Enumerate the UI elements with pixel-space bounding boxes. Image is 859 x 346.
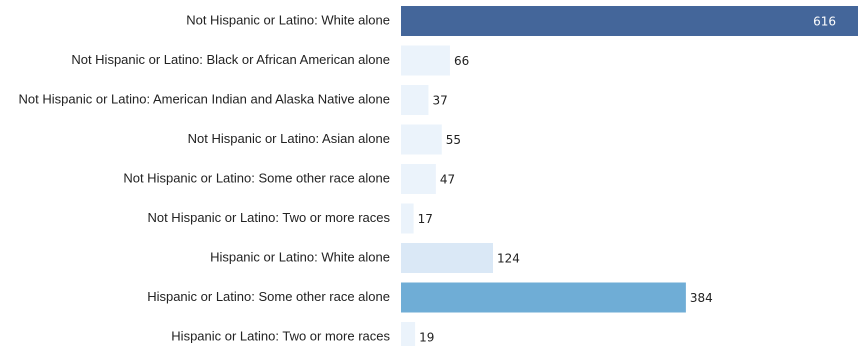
bar-row: Hispanic or Latino: White alone 124 [210,243,520,273]
category-label: Not Hispanic or Latino: White alone [186,12,390,27]
category-label: Not Hispanic or Latino: Two or more race… [147,210,390,225]
bar[interactable] [401,203,414,234]
bar[interactable] [401,85,429,115]
category-label: Hispanic or Latino: Two or more races [171,328,390,343]
value-label: 47 [440,173,455,187]
value-label: 55 [446,133,461,147]
value-label: 17 [418,212,433,226]
bar-row: Not Hispanic or Latino: White alone 616 [186,6,858,36]
bar-row: Not Hispanic or Latino: Two or more race… [147,203,433,234]
value-label: 124 [497,252,520,266]
bar[interactable] [401,164,436,194]
bar-row: Not Hispanic or Latino: Some other race … [123,164,455,194]
category-label: Hispanic or Latino: White alone [210,249,390,264]
value-label: 19 [419,331,434,345]
bar-row: Not Hispanic or Latino: Black or African… [71,45,469,76]
category-label: Hispanic or Latino: Some other race alon… [147,289,390,304]
value-label: 384 [690,291,713,305]
value-label: 66 [454,54,469,68]
bar[interactable] [401,45,450,76]
value-label: 616 [813,15,836,29]
bar[interactable] [401,322,416,346]
category-label: Not Hispanic or Latino: Some other race … [123,170,390,185]
category-label: Not Hispanic or Latino: Black or African… [71,52,390,67]
category-label: Not Hispanic or Latino: American Indian … [19,91,390,106]
bar-row: Not Hispanic or Latino: American Indian … [19,85,448,115]
bar[interactable] [401,282,686,313]
category-label: Not Hispanic or Latino: Asian alone [188,131,390,146]
bar-row: Hispanic or Latino: Two or more races 19 [171,322,434,346]
bar[interactable] [401,243,493,273]
bar[interactable] [401,6,858,36]
bar-row: Hispanic or Latino: Some other race alon… [147,282,713,313]
bar[interactable] [401,124,442,155]
value-label: 37 [432,94,447,108]
bar-row: Not Hispanic or Latino: Asian alone 55 [188,124,461,155]
